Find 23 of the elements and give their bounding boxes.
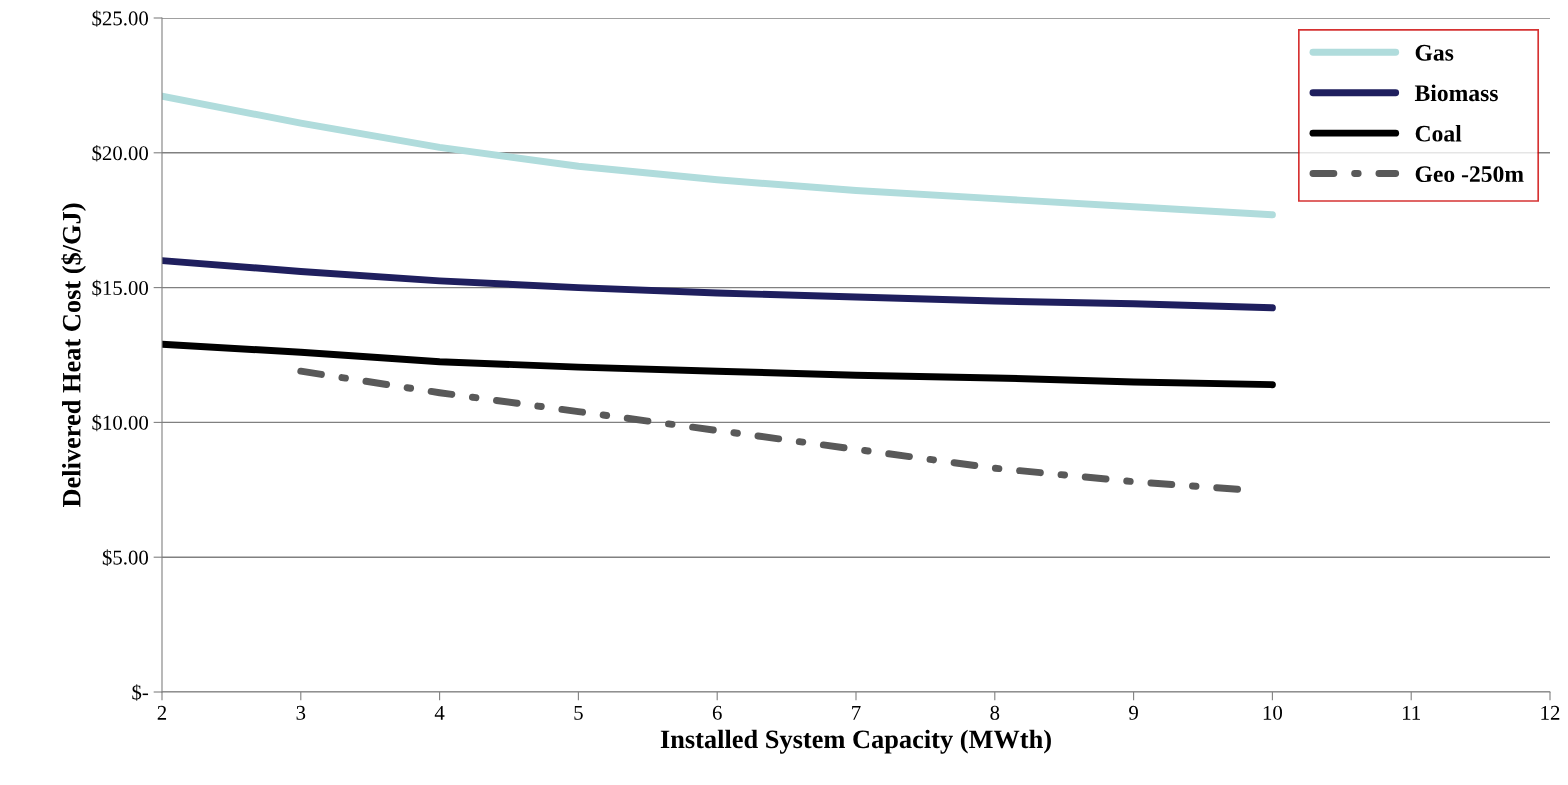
- x-tick-label: 10: [1263, 705, 1283, 720]
- x-tick-label: 9: [1129, 705, 1138, 720]
- x-tick-label: 3: [296, 705, 306, 720]
- y-tick-label: $5.00: [102, 549, 149, 567]
- y-axis-title: Delivered Heat Cost ($/GJ): [61, 203, 86, 508]
- x-axis-title: Installed System Capacity (MWth): [660, 729, 1051, 754]
- x-tick-label: 11: [1403, 705, 1420, 720]
- x-tick-label: 2: [157, 705, 167, 720]
- x-tick-label: 12: [1541, 705, 1560, 720]
- legend-label: Coal: [1415, 125, 1462, 142]
- x-tick-label: 4: [434, 705, 445, 720]
- legend-label: Geo -250m: [1415, 166, 1524, 183]
- x-tick-label: 7: [852, 706, 861, 720]
- x-tick-label: 6: [712, 705, 722, 720]
- legend-label: Biomass: [1414, 84, 1498, 102]
- x-tick-label: 8: [990, 705, 1000, 720]
- y-tick-label: $15.00: [92, 279, 149, 297]
- y-tick-label: $-: [132, 684, 149, 701]
- legend-label: Gas: [1415, 44, 1454, 61]
- y-tick-label: $20.00: [92, 144, 149, 162]
- y-tick-label: $25.00: [92, 10, 149, 27]
- y-tick-label: $10.00: [92, 414, 149, 432]
- x-tick-label: 5: [574, 706, 583, 720]
